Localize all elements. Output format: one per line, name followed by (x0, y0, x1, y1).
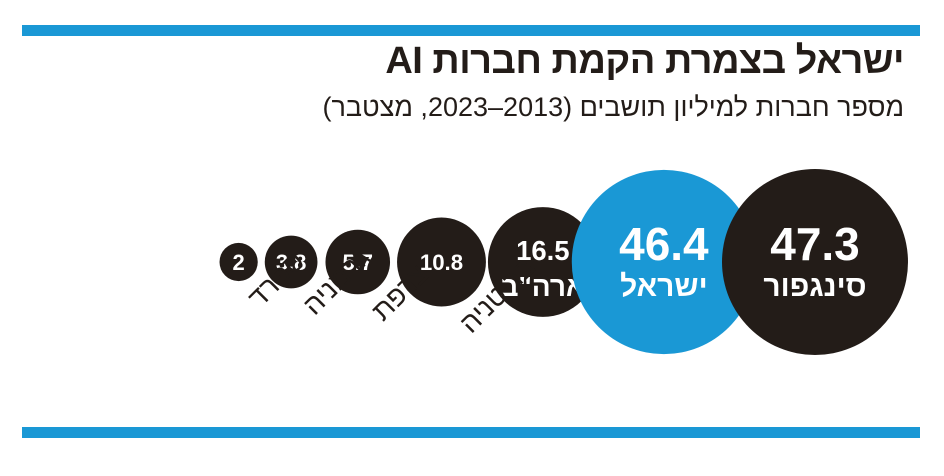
chart-subtitle: מספר חברות למיליון תושבים (2013–2023, מצ… (322, 92, 904, 122)
bubble-circle-spain (219, 242, 258, 282)
value-label-singapore: 47.3 (770, 218, 860, 270)
category-label-israel: ישראל (620, 270, 708, 303)
value-label-spain: 2 (233, 250, 245, 275)
value-label-britain: 10.8 (420, 250, 463, 275)
bottom-rule (22, 427, 920, 438)
bubble-britain: 10.8 (397, 217, 486, 307)
value-label-usa: 16.5 (516, 235, 569, 266)
bubble-circle-britain (397, 217, 486, 307)
value-label-israel: 46.4 (619, 218, 709, 270)
category-label-singapore: סינגפור (763, 270, 866, 303)
bubble-usa: 16.5 ארה"ב (487, 207, 598, 317)
top-rule (22, 25, 920, 36)
bubble-circle-singapore (722, 169, 908, 355)
bubble-circle-usa (487, 207, 598, 317)
bubble-circle-germany (264, 235, 318, 289)
bubble-france: 5.7 (325, 229, 391, 295)
bubble-spain: 2 (219, 242, 258, 282)
bubble-circle-israel (571, 169, 756, 355)
bubble-germany: 3.8 (264, 235, 318, 289)
bubble-circle-france (325, 229, 391, 295)
category-label-usa: ארה"ב (501, 271, 586, 302)
value-label-germany: 3.8 (276, 250, 307, 275)
chart-title: ישראל בצמרת הקמת חברות AI (385, 40, 904, 82)
value-label-france: 5.7 (342, 250, 373, 275)
